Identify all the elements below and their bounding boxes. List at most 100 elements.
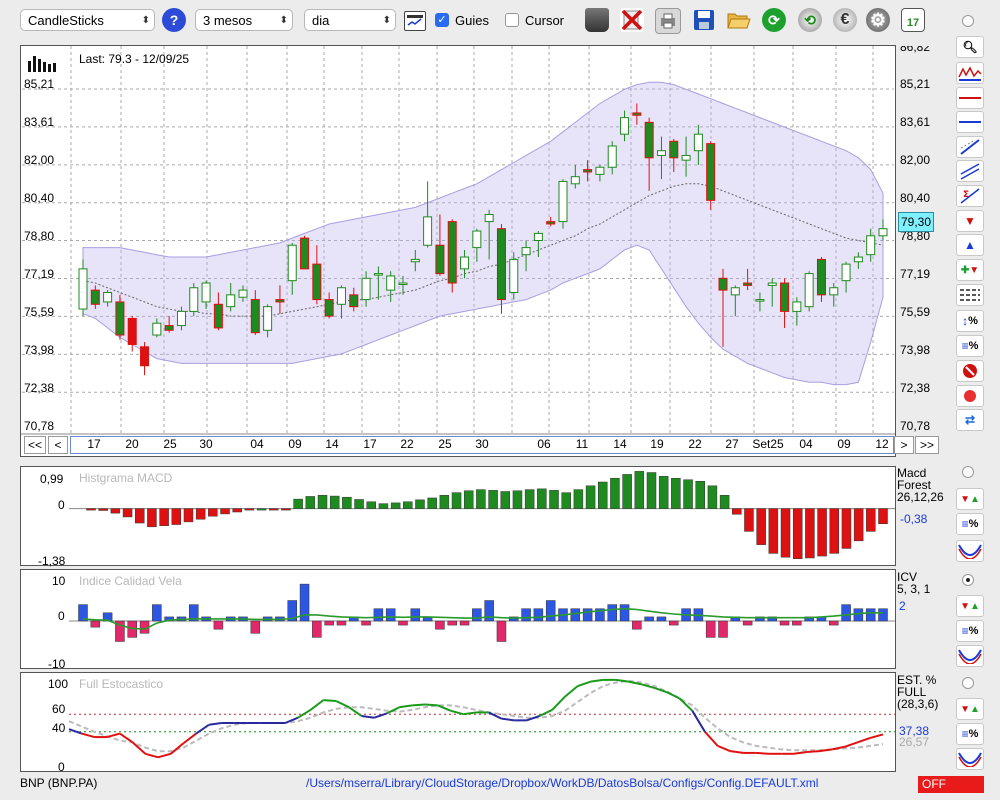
- calendar-icon[interactable]: 17: [901, 8, 925, 32]
- stoch-signal-icon[interactable]: ▼ ▲: [956, 698, 984, 720]
- icv-bar: [90, 620, 101, 628]
- icv-bar: [718, 620, 728, 638]
- icv-bar: [792, 620, 802, 626]
- x-tick: 17: [87, 437, 101, 451]
- interval-value: dia: [312, 13, 330, 28]
- radio-icv[interactable]: [962, 574, 974, 586]
- stoch-k-value: 37,38: [899, 724, 930, 738]
- swap-icon[interactable]: ⇄: [956, 409, 984, 431]
- macd-bar: [171, 508, 182, 525]
- candle-body: [226, 294, 236, 308]
- gear-icon[interactable]: ⚙: [866, 8, 890, 32]
- update-data-icon[interactable]: ⟲: [798, 8, 822, 32]
- macd-bar: [634, 471, 645, 509]
- macd-bar: [147, 508, 157, 528]
- y-tick: 72,38: [24, 381, 55, 395]
- price-chart[interactable]: [21, 46, 895, 456]
- print-icon[interactable]: [655, 8, 681, 34]
- icv-bar: [459, 620, 470, 626]
- nav-prev-button[interactable]: <: [48, 436, 68, 454]
- nav-last-button[interactable]: >>: [915, 436, 939, 454]
- bar-chart-icon: [28, 56, 56, 72]
- macd-percent-icon[interactable]: ≡%: [956, 513, 984, 535]
- mode-toggle[interactable]: OFF: [918, 776, 984, 793]
- x-tick: 17: [363, 437, 377, 451]
- percent-range-icon[interactable]: ↕%: [956, 310, 984, 332]
- stoch-percent-icon[interactable]: ≡%: [956, 723, 984, 745]
- stoch-k-segment: [831, 745, 846, 751]
- grid-lines-icon[interactable]: [956, 284, 984, 306]
- radio-toolbar[interactable]: [962, 15, 974, 27]
- macd-bar: [110, 508, 121, 514]
- date-scrollbar[interactable]: [70, 436, 894, 454]
- macd-cross-icon[interactable]: [956, 540, 984, 562]
- horizontal-line-red-icon[interactable]: [956, 87, 984, 109]
- horizontal-line-blue-icon[interactable]: [956, 111, 984, 133]
- candle-body: [509, 258, 519, 293]
- fibonacci-icon[interactable]: Σ: [956, 185, 984, 207]
- candle-body: [324, 299, 334, 317]
- period-select[interactable]: 3 mesos ⬍: [195, 9, 293, 31]
- stoch-cross-icon[interactable]: [956, 748, 984, 770]
- stoch-k-segment: [793, 751, 807, 755]
- icv-bar: [570, 608, 581, 622]
- stop-icon[interactable]: [956, 360, 984, 382]
- help-icon[interactable]: ?: [162, 8, 186, 32]
- stoch-legend-variant: FULL: [897, 685, 927, 699]
- refresh-icon[interactable]: ⟳: [762, 8, 786, 32]
- nav-first-button[interactable]: <<: [24, 436, 46, 454]
- down-arrow-icon[interactable]: ▼: [956, 210, 984, 232]
- trend-line-icon[interactable]: [956, 136, 984, 158]
- icv-chart[interactable]: [21, 570, 895, 668]
- interval-select[interactable]: dia ⬍: [304, 9, 396, 31]
- icv-legend-params: 5, 3, 1: [897, 582, 931, 596]
- icv-bar: [312, 620, 322, 638]
- stoch-k-segment: [730, 750, 744, 754]
- macd-bar: [183, 508, 194, 523]
- chart-window-icon[interactable]: [404, 11, 426, 31]
- candle-body: [103, 291, 113, 303]
- icv-cross-icon[interactable]: [956, 645, 984, 667]
- y-tick: 85,21: [24, 77, 55, 91]
- candle-body: [263, 306, 273, 331]
- folder-open-icon[interactable]: [727, 8, 751, 32]
- stoch-k-segment: [81, 732, 95, 739]
- candle-body: [201, 282, 211, 303]
- chart-type-select[interactable]: CandleSticks ⬍: [20, 9, 155, 31]
- add-signal-icon[interactable]: ✚ ▼: [956, 259, 984, 281]
- macd-legend-params: 26,12,26: [897, 490, 944, 504]
- up-arrow-icon[interactable]: ▲: [956, 234, 984, 256]
- trash-icon[interactable]: [585, 8, 609, 32]
- save-icon[interactable]: [692, 8, 716, 32]
- radio-stoch[interactable]: [962, 677, 974, 689]
- delete-icon[interactable]: [620, 8, 644, 32]
- euro-icon[interactable]: €: [833, 8, 857, 32]
- macd-signal-icon[interactable]: ▼ ▲: [956, 488, 984, 510]
- macd-bar: [134, 508, 145, 524]
- cursor-checkbox[interactable]: [505, 13, 519, 27]
- candle-body: [853, 256, 863, 263]
- icv-percent-icon[interactable]: ≡%: [956, 620, 984, 642]
- y-tick: 83,61: [24, 115, 55, 129]
- guides-checkbox[interactable]: ✓: [435, 13, 449, 27]
- macd-bar: [744, 508, 754, 532]
- icv-bar: [582, 608, 593, 622]
- record-icon[interactable]: [956, 385, 984, 407]
- parallel-lines-icon[interactable]: [956, 160, 984, 182]
- zoom-icon[interactable]: 🔍︎: [956, 36, 984, 58]
- candle-body: [213, 303, 223, 329]
- radio-macd[interactable]: [962, 466, 974, 478]
- price-chart-panel: Last: 79.3 - 12/09/25: [20, 45, 896, 457]
- macd-bar: [853, 508, 864, 542]
- config-path[interactable]: /Users/mserra/Library/CloudStorage/Dropb…: [306, 776, 819, 790]
- price-chart-icon[interactable]: [956, 62, 984, 84]
- stoch-k-segment: [145, 752, 159, 759]
- macd-bar: [244, 508, 255, 511]
- percent-lines-icon[interactable]: ≡%: [956, 335, 984, 357]
- candle-body: [484, 214, 494, 223]
- macd-bar: [439, 495, 450, 509]
- macd-chart[interactable]: [21, 467, 895, 565]
- stoch-chart[interactable]: [21, 673, 895, 771]
- icv-signal-icon[interactable]: ▼ ▲: [956, 595, 984, 617]
- nav-next-button[interactable]: >: [894, 436, 914, 454]
